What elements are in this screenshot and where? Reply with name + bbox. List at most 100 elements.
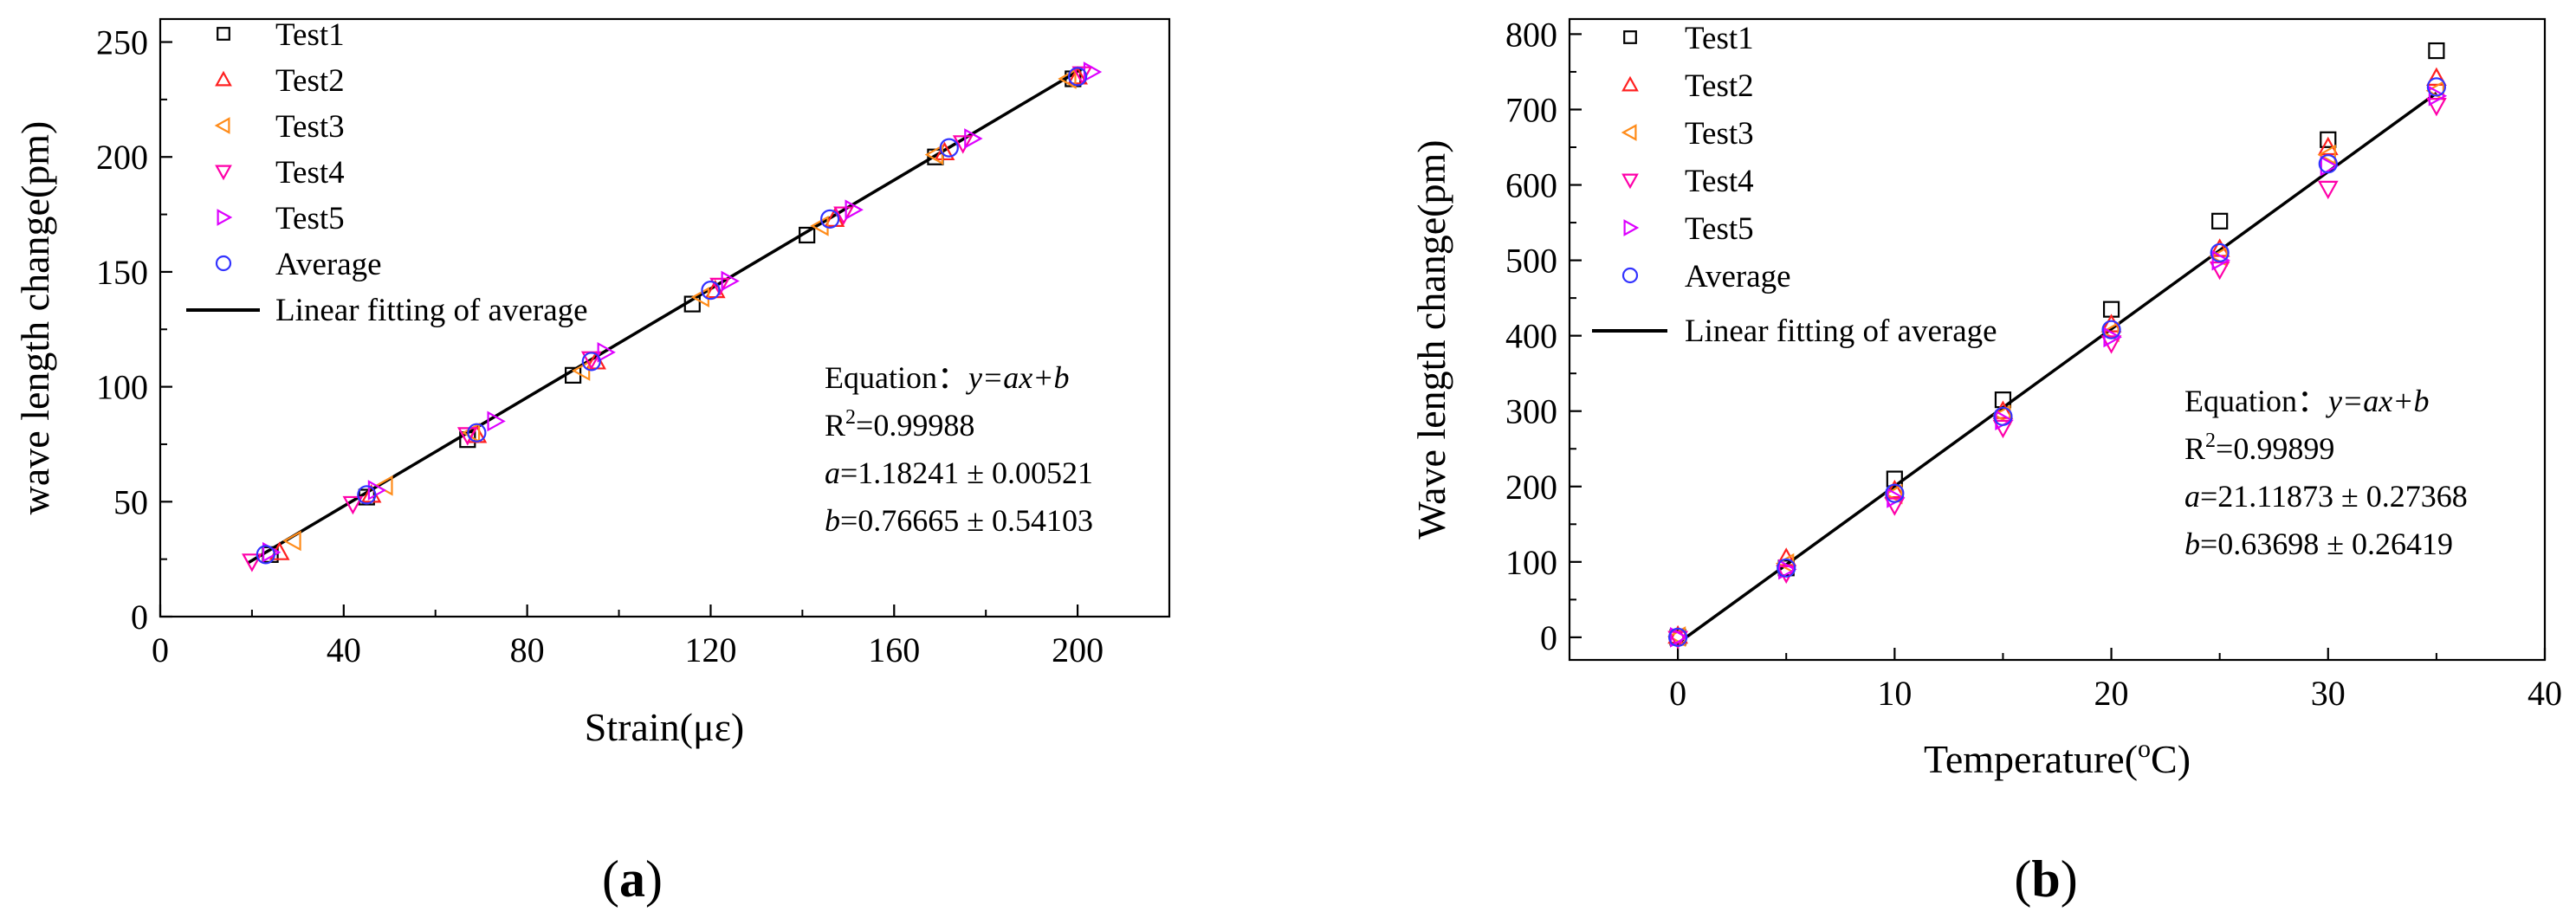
a-point-average-3 bbox=[581, 352, 601, 372]
a-point-test4-1 bbox=[342, 495, 364, 515]
chart-a-r2-sup: 2 bbox=[845, 406, 856, 429]
chart-a-r2-prefix: R bbox=[825, 408, 845, 443]
chart-b-r2-sup: 2 bbox=[2205, 430, 2216, 452]
b-point-test5-7 bbox=[2428, 85, 2448, 107]
b-legend-marker-test4 bbox=[1621, 173, 1639, 190]
a-point-average-5 bbox=[820, 209, 840, 229]
chart-b-b-value: =0.63698 ± 0.26419 bbox=[2200, 527, 2453, 561]
chart-b-xlabel-main: Temperature( bbox=[1924, 737, 2138, 781]
b-point-average-4 bbox=[2101, 320, 2121, 339]
a-xtick-label-80: 80 bbox=[510, 630, 545, 669]
panel-a-paren-close: ) bbox=[645, 850, 663, 908]
b-ytick-label-300: 300 bbox=[1505, 392, 1557, 431]
a-point-average-1 bbox=[357, 485, 377, 505]
a-point-test4-5 bbox=[833, 206, 854, 225]
b-point-average-6 bbox=[2318, 154, 2338, 174]
a-point-average-6 bbox=[939, 138, 959, 158]
chart-a-a-value: =1.18241 ± 0.00521 bbox=[840, 456, 1093, 490]
a-point-average-0 bbox=[256, 545, 275, 565]
b-point-test4-6 bbox=[2317, 180, 2339, 200]
a-point-test5-5 bbox=[845, 199, 864, 221]
b-ytick-label-200: 200 bbox=[1505, 468, 1557, 507]
chart-b-b-line: b=0.63698 ± 0.26419 bbox=[2184, 527, 2453, 561]
chart-b-legend-label-test1: Test1 bbox=[1685, 21, 1754, 56]
b-ytick-label-700: 700 bbox=[1505, 90, 1557, 129]
b-point-test5-1 bbox=[1778, 559, 1797, 580]
chart-a-legend-label-average: Average bbox=[275, 247, 382, 282]
chart-a: 0 40 80 120 160 200 0 50 100 150 200 250 Strain(με)… bbox=[13, 17, 1171, 908]
chart-a-a-var: a bbox=[825, 456, 840, 490]
chart-a-legend-label-fit: Linear fitting of average bbox=[275, 293, 588, 328]
a-legend-marker-test3 bbox=[214, 117, 230, 134]
a-point-average-2 bbox=[467, 423, 487, 443]
b-legend-marker-test1 bbox=[1623, 30, 1637, 44]
a-point-test5-1 bbox=[367, 480, 387, 501]
b-point-test3-6 bbox=[2317, 144, 2336, 165]
chart-a-ylabel: wave length change(pm) bbox=[13, 121, 57, 515]
chart-a-points bbox=[242, 61, 1103, 572]
b-ytick-label-800: 800 bbox=[1505, 15, 1557, 54]
a-xtick-label-0: 0 bbox=[152, 630, 169, 669]
chart-b-frame bbox=[1568, 17, 2547, 662]
a-ytick-label-100: 100 bbox=[96, 368, 148, 407]
a-legend-marker-test4 bbox=[215, 165, 232, 181]
a-point-test5-6 bbox=[964, 128, 983, 149]
panel-b-paren-open: ( bbox=[2014, 850, 2031, 908]
a-point-test2-7 bbox=[1067, 66, 1088, 85]
b-point-test4-7 bbox=[2426, 98, 2447, 117]
b-xtick-label-0: 0 bbox=[1669, 674, 1686, 713]
b-point-test2-2 bbox=[1884, 479, 1906, 499]
a-ytick-label-150: 150 bbox=[96, 253, 148, 292]
a-point-test3-6 bbox=[924, 144, 944, 165]
b-point-test3-3 bbox=[1992, 404, 2011, 425]
a-point-test5-3 bbox=[597, 341, 616, 363]
b-point-average-7 bbox=[2426, 77, 2446, 97]
b-ytick-label-100: 100 bbox=[1505, 543, 1557, 582]
b-point-test5-4 bbox=[2103, 326, 2122, 348]
chart-b-legend-label-test4: Test4 bbox=[1685, 164, 1754, 199]
b-point-average-2 bbox=[1885, 483, 1905, 503]
a-ytick-label-50: 50 bbox=[113, 482, 148, 521]
chart-b-b-var: b bbox=[2184, 527, 2200, 561]
panel-b-paren-close: ) bbox=[2061, 850, 2078, 908]
b-point-test4-1 bbox=[1776, 565, 1797, 585]
chart-a-a-line: a=1.18241 ± 0.00521 bbox=[825, 456, 1093, 490]
chart-b-equation-prefix: Equation： bbox=[2184, 384, 2328, 418]
b-fit-line bbox=[1677, 92, 2437, 645]
a-point-average-7 bbox=[1067, 67, 1088, 87]
b-point-test5-0 bbox=[1670, 627, 1689, 648]
chart-b-equation: y=ax+b bbox=[2326, 384, 2430, 418]
chart-a-equation-prefix: Equation： bbox=[825, 360, 968, 395]
a-point-test5-2 bbox=[487, 411, 506, 432]
chart-a-b-var: b bbox=[825, 503, 840, 538]
a-point-test3-4 bbox=[690, 287, 709, 307]
b-point-test5-6 bbox=[2320, 155, 2340, 177]
chart-b-legend-label-test5: Test5 bbox=[1685, 211, 1754, 247]
a-legend-marker-test2 bbox=[215, 70, 232, 87]
a-point-test1-5 bbox=[799, 226, 816, 244]
a-legend-marker-average bbox=[215, 255, 232, 272]
b-xtick-label-20: 20 bbox=[2094, 674, 2129, 713]
a-xtick-label-120: 120 bbox=[684, 630, 736, 669]
a-point-test2-0 bbox=[269, 541, 290, 560]
a-xtick-label-40: 40 bbox=[327, 630, 361, 669]
b-point-average-1 bbox=[1777, 558, 1796, 578]
b-point-average-3 bbox=[1993, 406, 2013, 426]
a-point-test4-6 bbox=[952, 135, 974, 154]
chart-a-r2-line: R2=0.99988 bbox=[825, 406, 974, 443]
chart-a-legend-label-test4: Test4 bbox=[275, 155, 345, 191]
chart-a-legend: Test1 Test2 Test3 Test4 Test5 Average Li… bbox=[186, 17, 588, 328]
a-point-test5-4 bbox=[721, 270, 740, 292]
b-legend-marker-test2 bbox=[1621, 75, 1639, 92]
b-point-test1-7 bbox=[2428, 42, 2445, 60]
chart-b-r2-prefix: R bbox=[2184, 431, 2205, 466]
chart-a-legend-markers bbox=[214, 27, 233, 272]
b-xtick-label-10: 10 bbox=[1877, 674, 1912, 713]
chart-b-r2-value: =0.99899 bbox=[2216, 431, 2334, 466]
b-ytick-label-400: 400 bbox=[1505, 317, 1557, 356]
chart-b-points bbox=[1667, 42, 2448, 650]
b-xtick-label-40: 40 bbox=[2527, 674, 2562, 713]
